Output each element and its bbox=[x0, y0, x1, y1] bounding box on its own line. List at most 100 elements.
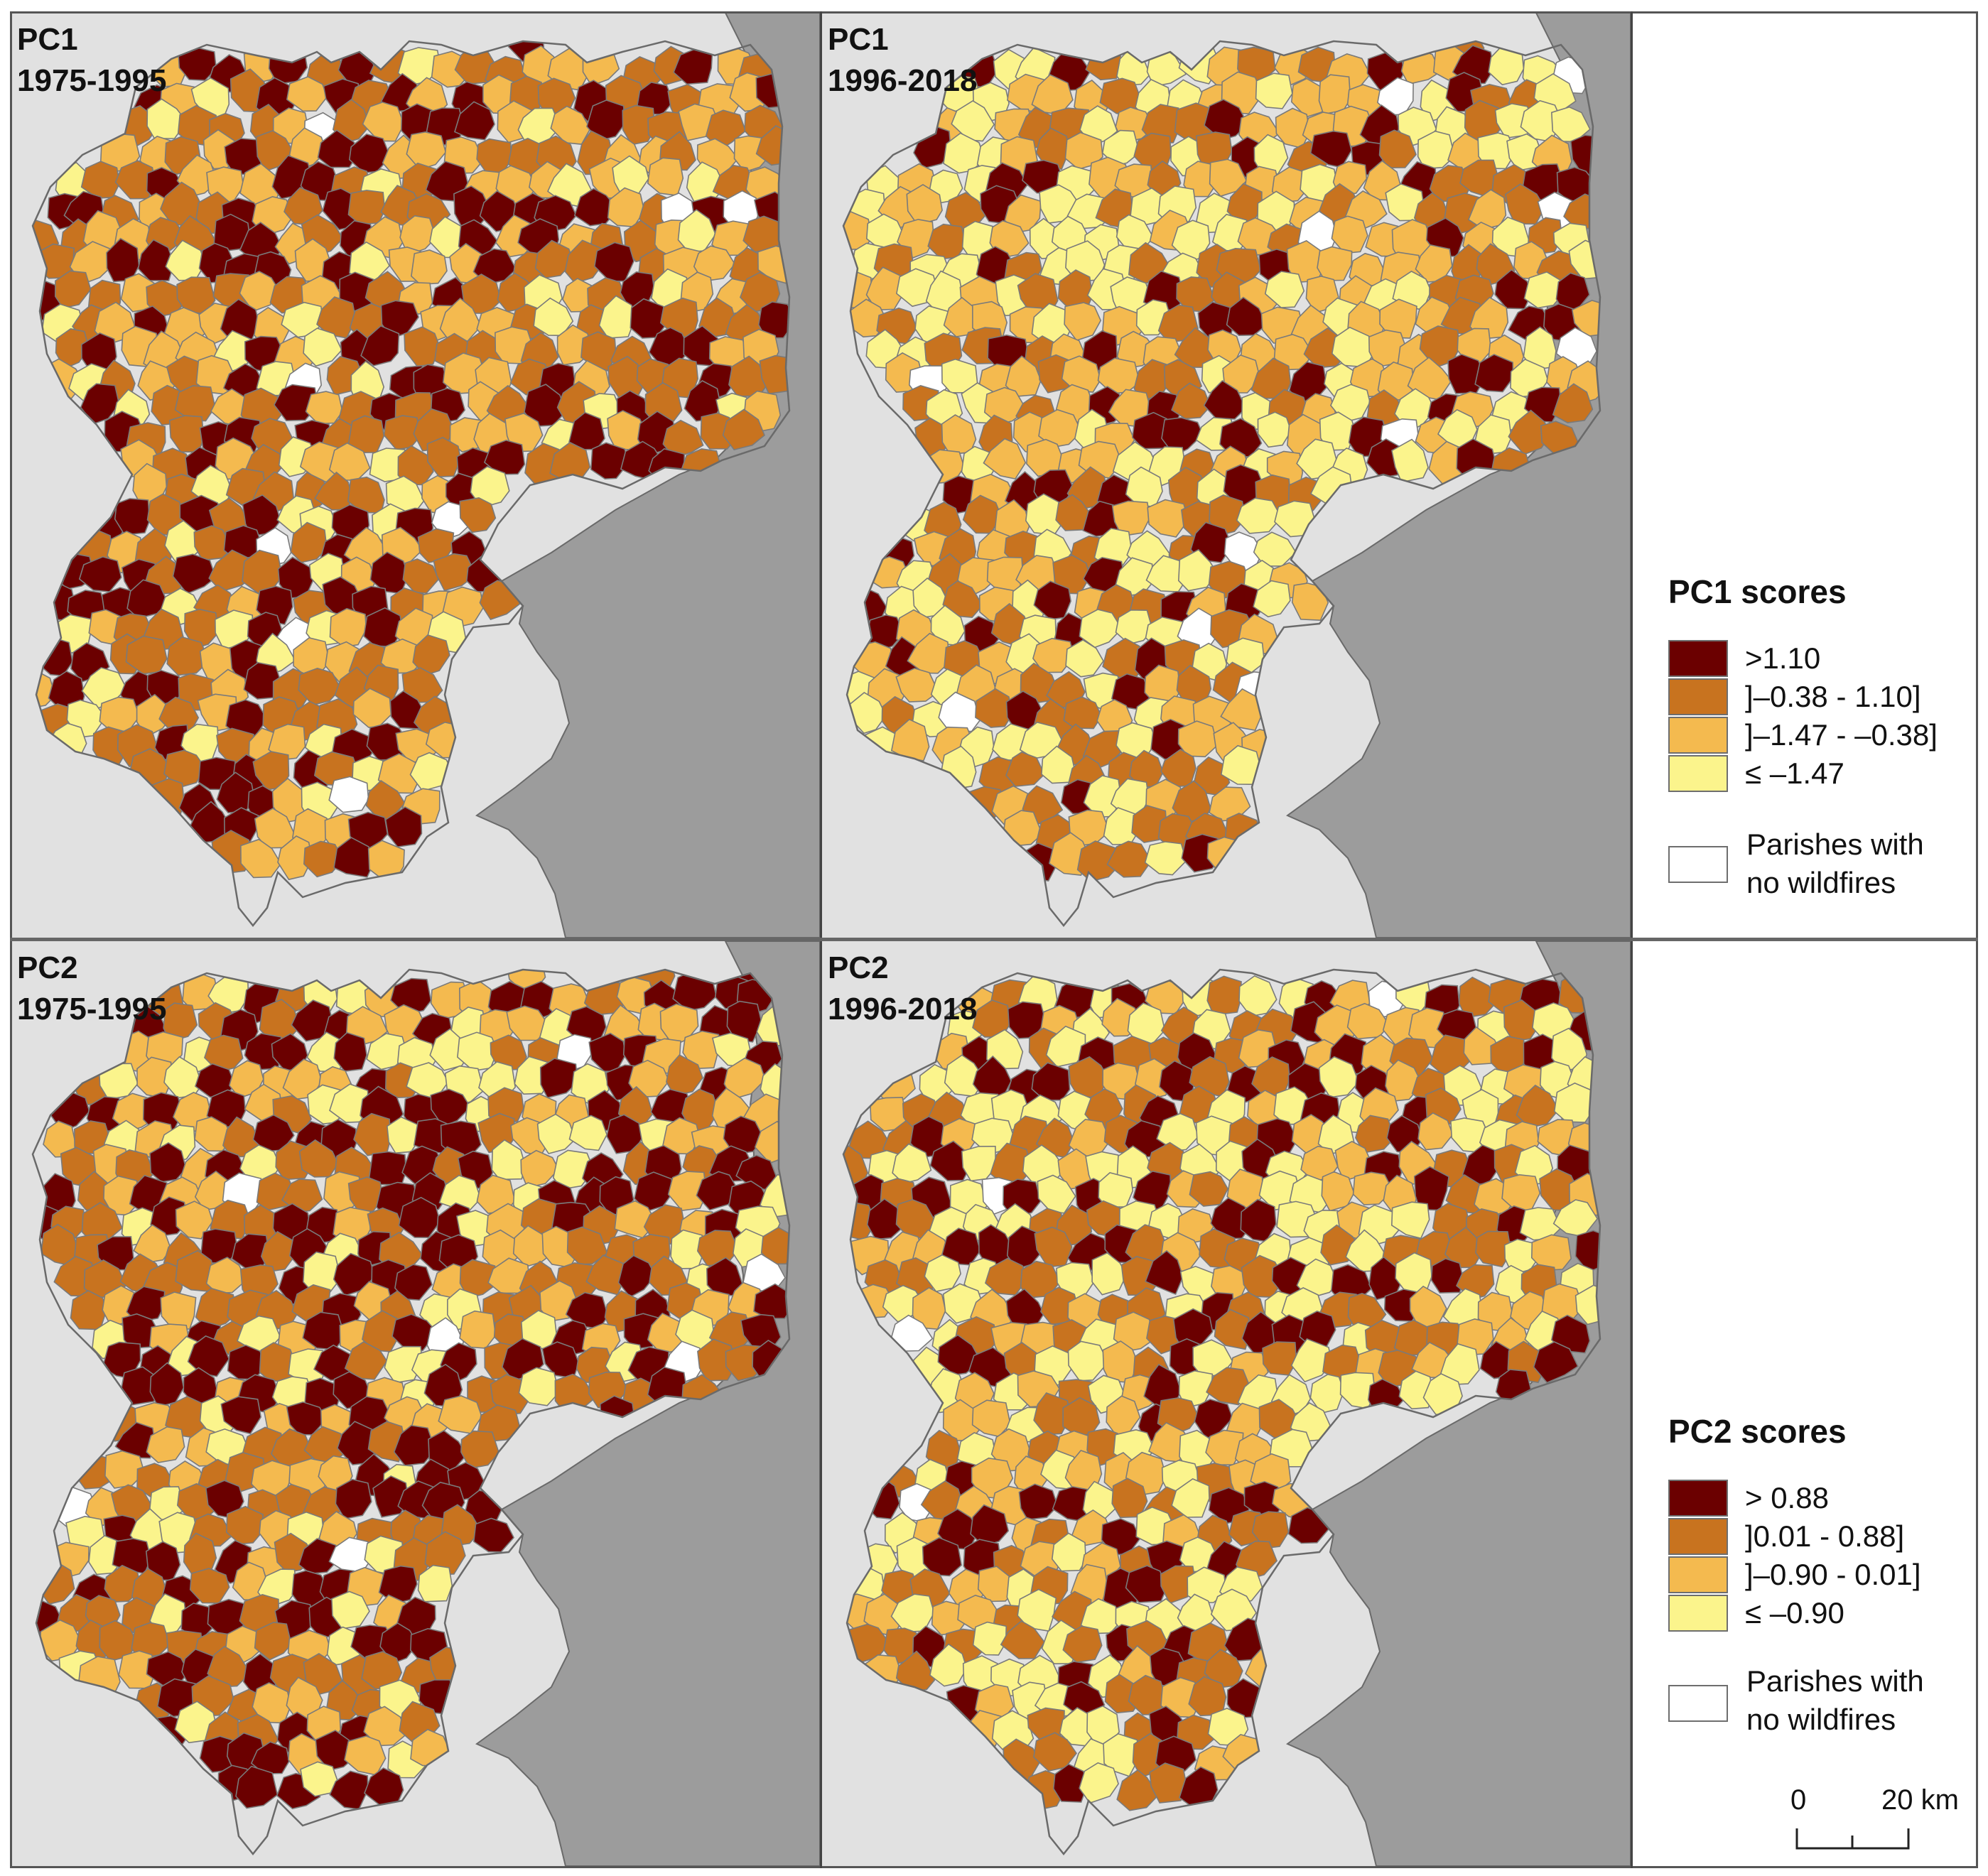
parish bbox=[78, 555, 122, 592]
parish bbox=[329, 607, 367, 648]
legend-text-line: Parishes with bbox=[1746, 1664, 1924, 1698]
parish bbox=[1504, 183, 1546, 225]
parish bbox=[1236, 497, 1282, 534]
parish bbox=[460, 1430, 500, 1469]
legend-text-line: no wildfires bbox=[1746, 1703, 1896, 1736]
parish bbox=[1091, 1252, 1128, 1296]
parish bbox=[1503, 999, 1543, 1042]
parish bbox=[286, 76, 328, 112]
parish bbox=[942, 580, 983, 619]
parish bbox=[112, 1538, 152, 1574]
parish bbox=[404, 326, 441, 367]
parish bbox=[250, 1741, 290, 1774]
parish bbox=[1508, 409, 1552, 455]
parish bbox=[207, 1645, 252, 1688]
parish bbox=[1206, 975, 1242, 1016]
parish bbox=[922, 1536, 963, 1577]
legend-pc2-no-wildfire-swatch bbox=[1668, 1685, 1728, 1722]
parish bbox=[203, 1034, 244, 1073]
parish bbox=[892, 1143, 932, 1184]
parish bbox=[1209, 158, 1248, 197]
scale-bar-end-label: 20 km bbox=[1881, 1784, 1959, 1816]
parish bbox=[104, 1564, 142, 1603]
parish bbox=[617, 1254, 657, 1298]
parish bbox=[1241, 1254, 1285, 1298]
parish bbox=[470, 466, 510, 509]
legend-swatch bbox=[1668, 640, 1728, 677]
parish bbox=[303, 327, 342, 367]
parish bbox=[459, 1310, 497, 1349]
parish bbox=[975, 688, 1012, 728]
parish bbox=[1253, 531, 1297, 567]
legend-pc1-class-1: >1.10 bbox=[1668, 640, 1820, 677]
parish bbox=[235, 1765, 279, 1809]
parish bbox=[298, 1139, 339, 1178]
legend-pc1-no-wildfire-label: Parishes with no wildfires bbox=[1746, 825, 1924, 902]
parish bbox=[399, 215, 437, 256]
parish bbox=[1271, 166, 1309, 203]
parish bbox=[586, 99, 625, 141]
parish bbox=[1189, 1171, 1229, 1207]
parish bbox=[114, 498, 151, 536]
parish bbox=[1051, 1532, 1087, 1572]
parish bbox=[912, 1286, 946, 1330]
parish bbox=[303, 840, 344, 878]
parish bbox=[1113, 1311, 1156, 1352]
parish bbox=[333, 837, 375, 878]
parish bbox=[1000, 1620, 1045, 1659]
parish bbox=[411, 249, 448, 286]
parish bbox=[722, 408, 765, 451]
parish bbox=[98, 1063, 139, 1100]
parish bbox=[177, 46, 217, 82]
parish-layer bbox=[843, 970, 1600, 1811]
parish bbox=[1080, 1598, 1122, 1634]
parish bbox=[566, 1226, 608, 1265]
legend-pc2-class-1: > 0.88 bbox=[1668, 1480, 1829, 1517]
parish bbox=[390, 977, 432, 1016]
parish bbox=[1061, 355, 1101, 393]
parish bbox=[962, 494, 1002, 534]
parish bbox=[1553, 1082, 1595, 1123]
parish bbox=[243, 661, 283, 700]
scale-bar-start-label: 0 bbox=[1790, 1784, 1807, 1816]
parish bbox=[195, 1287, 237, 1331]
parish bbox=[149, 1142, 187, 1183]
parish bbox=[1033, 1392, 1071, 1436]
parish bbox=[696, 1171, 740, 1211]
parish bbox=[254, 1622, 292, 1661]
parish bbox=[924, 1254, 961, 1292]
parish bbox=[693, 245, 736, 282]
parish bbox=[1177, 720, 1219, 758]
parish bbox=[1475, 1230, 1512, 1268]
parish bbox=[1004, 194, 1042, 233]
parish bbox=[384, 1345, 423, 1384]
parish bbox=[941, 1227, 981, 1266]
parish bbox=[1111, 500, 1150, 537]
legend-swatch bbox=[1668, 717, 1728, 754]
parish bbox=[1055, 494, 1095, 531]
parish bbox=[1038, 408, 1083, 448]
parish bbox=[760, 1226, 789, 1265]
parish bbox=[1417, 1112, 1454, 1151]
parish bbox=[397, 445, 434, 486]
parish bbox=[332, 99, 370, 143]
parish bbox=[402, 558, 440, 594]
parish bbox=[1065, 639, 1104, 678]
parish bbox=[1251, 1511, 1290, 1549]
parish bbox=[172, 553, 217, 595]
parish bbox=[387, 1116, 423, 1154]
parish bbox=[1171, 1478, 1210, 1518]
parish bbox=[1516, 1084, 1560, 1129]
parish bbox=[483, 439, 526, 475]
parish bbox=[362, 102, 405, 142]
parish bbox=[539, 1058, 578, 1099]
parish bbox=[328, 776, 369, 813]
parish bbox=[268, 723, 306, 761]
parish bbox=[682, 1030, 720, 1070]
parish bbox=[630, 298, 669, 339]
map-panel-pc2-1996-2018: PC2 1996-2018 bbox=[822, 941, 1631, 1866]
panel-title-period: 1996-2018 bbox=[828, 63, 977, 98]
parish bbox=[1430, 1258, 1464, 1294]
parish bbox=[426, 437, 462, 478]
